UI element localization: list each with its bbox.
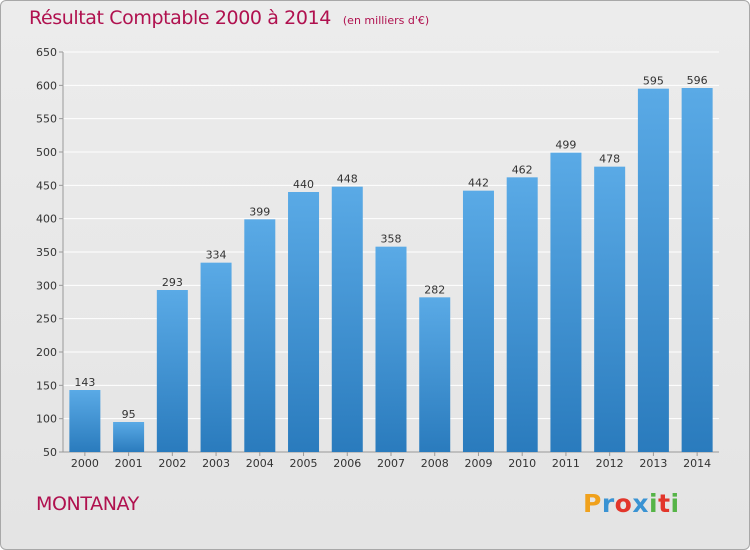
value-label-2013: 595 [643, 75, 664, 88]
logo-letter: P [583, 489, 602, 518]
bar-2002 [156, 290, 188, 452]
x-tick-label-2012: 2012 [596, 457, 624, 470]
value-label-2014: 596 [687, 74, 708, 87]
y-tick-label: 600 [36, 79, 57, 92]
bar-2010 [506, 177, 538, 453]
value-label-2004: 399 [249, 205, 270, 218]
bar-2001 [113, 422, 145, 452]
chart-header: Résultat Comptable 2000 à 2014 (en milli… [29, 7, 429, 29]
bar-2009 [462, 190, 494, 452]
value-label-2012: 478 [599, 153, 620, 166]
value-label-2003: 334 [206, 249, 227, 262]
x-tick-label-2001: 2001 [115, 457, 143, 470]
logo-letter: i [670, 489, 680, 518]
y-tick-label: 550 [36, 113, 57, 126]
bar-2003 [200, 262, 232, 452]
place-name: MONTANAY [36, 493, 139, 515]
x-tick-label-2011: 2011 [552, 457, 580, 470]
bars [69, 88, 713, 453]
y-tick-label: 350 [36, 246, 57, 259]
value-label-2002: 293 [162, 276, 183, 289]
y-tick-label: 500 [36, 146, 57, 159]
labels: 143 2000 95 2001 293 2002 334 2003 399 2004 440 200… [71, 74, 711, 470]
y-tick-label: 200 [36, 346, 57, 359]
bar-2008 [419, 297, 451, 452]
x-tick-label-2003: 2003 [202, 457, 230, 470]
x-tick-label-2009: 2009 [464, 457, 492, 470]
bar-2014 [681, 88, 713, 452]
bar-2005 [288, 192, 320, 452]
y-tick-label: 100 [36, 413, 57, 426]
value-label-2008: 282 [424, 283, 445, 296]
y-tick-label: 450 [36, 179, 57, 192]
x-tick-label-2000: 2000 [71, 457, 99, 470]
value-label-2011: 499 [555, 139, 576, 152]
y-tick-label: 300 [36, 279, 57, 292]
x-tick-label-2006: 2006 [333, 457, 361, 470]
logo-letter: t [658, 489, 671, 518]
logo-letter: o [614, 489, 633, 518]
chart-title: Résultat Comptable 2000 à 2014 [29, 7, 331, 29]
x-tick-label-2014: 2014 [683, 457, 711, 470]
y-tick-label: 650 [36, 46, 57, 59]
value-label-2010: 462 [512, 163, 533, 176]
x-tick-label-2005: 2005 [290, 457, 318, 470]
bar-2013 [637, 88, 669, 453]
chart-subtitle: (en milliers d'€) [342, 14, 430, 27]
y-tick-label: 400 [36, 213, 57, 226]
bar-2004 [244, 219, 276, 452]
value-label-2000: 143 [74, 376, 95, 389]
value-label-2009: 442 [468, 177, 489, 190]
x-tick-label-2002: 2002 [158, 457, 186, 470]
proxiti-logo: Proxiti [583, 489, 680, 518]
x-tick-label-2013: 2013 [639, 457, 667, 470]
y-tick-label: 50 [43, 446, 57, 459]
bar-2012 [594, 166, 626, 452]
logo-letter: x [632, 489, 649, 518]
x-tick-label-2010: 2010 [508, 457, 536, 470]
bar-2011 [550, 152, 582, 452]
x-tick-label-2007: 2007 [377, 457, 405, 470]
value-label-2005: 440 [293, 178, 314, 191]
x-tick-label-2004: 2004 [246, 457, 274, 470]
value-label-2001: 95 [122, 408, 136, 421]
y-tick-label: 150 [36, 379, 57, 392]
bar-2007 [375, 246, 407, 452]
y-tick-label: 250 [36, 313, 57, 326]
bar-2000 [69, 390, 101, 452]
logo-letter: r [601, 489, 615, 518]
value-label-2007: 358 [381, 233, 402, 246]
value-label-2006: 448 [337, 173, 358, 186]
bar-2006 [331, 186, 363, 452]
x-tick-label-2008: 2008 [421, 457, 449, 470]
logo-letter: i [649, 489, 659, 518]
